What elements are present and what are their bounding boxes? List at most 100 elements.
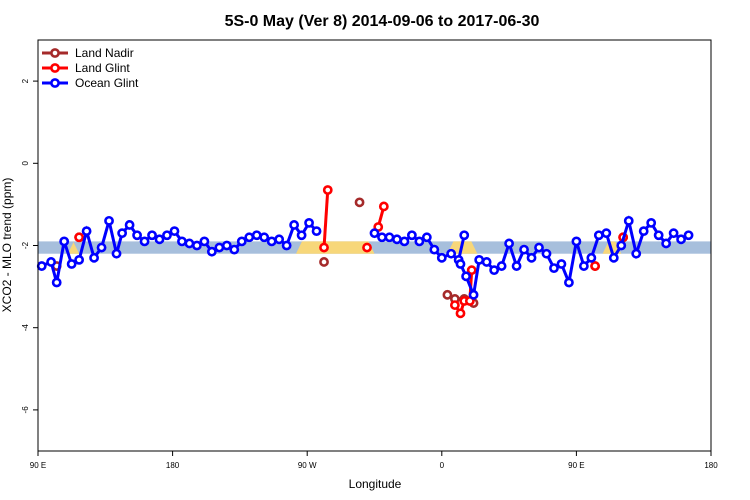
- ocean-glint-point: [289, 220, 300, 230]
- ocean-glint-point: [59, 236, 70, 247]
- land-glint-line: [322, 189, 330, 248]
- ocean-glint-point: [461, 271, 472, 282]
- ocean-glint-point: [229, 244, 240, 255]
- ocean-glint-point: [311, 226, 322, 237]
- ocean-glint-point: [206, 246, 217, 257]
- ocean-glint-point: [661, 238, 672, 249]
- ocean-glint-point: [556, 259, 567, 269]
- ocean-glint-point: [593, 230, 604, 241]
- legend-label: Land Glint: [75, 61, 130, 75]
- ocean-glint-point: [421, 232, 432, 243]
- ocean-glint-point: [436, 252, 447, 263]
- land-nadir-point: [354, 197, 365, 208]
- x-axis: 90 E 180 90 W 0 90 E 180: [30, 451, 718, 470]
- chart-title: 5S-0 May (Ver 8) 2014-09-06 to 2017-06-3…: [225, 13, 540, 30]
- series-ocean-glint: [36, 214, 694, 301]
- ocean-glint-point: [96, 242, 107, 253]
- legend-marker: [50, 63, 60, 73]
- x-tick-label: 180: [166, 461, 180, 470]
- x-tick-label: 90 E: [568, 461, 584, 470]
- legend-label: Ocean Glint: [75, 76, 139, 90]
- ocean-glint-point: [414, 236, 425, 247]
- ocean-glint-point: [496, 261, 507, 271]
- ocean-glint-point: [117, 228, 128, 239]
- ocean-glint-point: [184, 238, 195, 249]
- y-tick-label: 0: [21, 161, 30, 166]
- ocean-glint-point: [474, 254, 485, 265]
- land-nadir-point: [442, 289, 453, 300]
- ocean-glint-point: [608, 252, 619, 263]
- ocean-glint-point: [281, 240, 292, 251]
- ocean-glint-point: [266, 236, 277, 247]
- ocean-glint-point: [459, 230, 470, 241]
- ocean-glint-point: [192, 240, 202, 251]
- ocean-glint-point: [274, 234, 285, 245]
- series-layer: [36, 185, 694, 319]
- ocean-glint-point: [199, 236, 210, 247]
- ocean-glint-point: [646, 217, 657, 228]
- ocean-glint-point: [676, 234, 686, 245]
- land-glint-point: [455, 308, 466, 319]
- ocean-glint-point: [446, 248, 457, 259]
- ocean-glint-point: [638, 226, 649, 237]
- legend-marker: [50, 78, 60, 88]
- ocean-glint-point: [51, 277, 62, 288]
- ocean-glint-point: [36, 261, 47, 271]
- ocean-glint-point: [46, 257, 56, 267]
- ocean-glint-point: [154, 234, 165, 245]
- ocean-glint-point: [66, 259, 77, 269]
- ocean-glint-point: [519, 244, 529, 255]
- y-tick-label: -4: [21, 324, 30, 332]
- ocean-glint-point: [244, 232, 255, 243]
- ocean-glint-point: [162, 230, 172, 241]
- ocean-glint-point: [511, 261, 522, 271]
- ocean-glint-point: [169, 226, 180, 237]
- ocean-glint-point: [369, 228, 380, 239]
- ocean-glint-point: [147, 230, 157, 241]
- y-tick-label: 2: [21, 78, 30, 83]
- land-glint-point: [466, 265, 477, 276]
- ocean-glint-point: [139, 236, 150, 247]
- ocean-glint-point: [534, 242, 544, 253]
- ocean-glint-point: [571, 236, 582, 247]
- ocean-glint-line: [459, 214, 690, 301]
- land-glint-point: [322, 185, 333, 195]
- legend-marker: [50, 48, 60, 58]
- legend-entry-land-nadir: Land Nadir: [42, 46, 134, 60]
- land-nadir-point: [319, 257, 329, 267]
- band-segment-yellow: [295, 241, 375, 254]
- ocean-glint-point: [586, 252, 597, 263]
- y-axis: 2 0 -2 -4 -6: [21, 78, 38, 413]
- ocean-glint-point: [564, 277, 574, 288]
- ocean-glint-point: [468, 289, 479, 300]
- y-tick-label: -6: [21, 406, 30, 414]
- x-axis-label: Longitude: [349, 477, 402, 491]
- ocean-glint-point: [526, 252, 537, 263]
- ocean-glint-point: [251, 230, 262, 241]
- ocean-glint-point: [399, 236, 410, 247]
- ocean-glint-point: [259, 232, 270, 243]
- land-glint-point: [362, 242, 372, 253]
- y-tick-label: -2: [21, 241, 30, 249]
- legend-entry-land-glint: Land Glint: [42, 61, 130, 75]
- ocean-glint-point: [601, 228, 612, 239]
- ocean-glint-point: [236, 236, 247, 247]
- ocean-glint-point: [104, 215, 114, 226]
- ocean-glint-point: [177, 236, 187, 247]
- ocean-glint-point: [221, 240, 232, 251]
- ocean-glint-point: [89, 252, 99, 263]
- ocean-glint-point: [489, 265, 500, 276]
- ocean-glint-point: [683, 230, 694, 241]
- land-glint-point: [449, 300, 460, 310]
- x-tick-label: 180: [704, 461, 718, 470]
- land-glint-point: [590, 261, 600, 271]
- ocean-glint-point: [132, 230, 142, 241]
- land-glint-point: [319, 242, 329, 253]
- ocean-glint-point: [377, 232, 387, 243]
- ocean-glint-point: [304, 217, 314, 228]
- ocean-glint-point: [74, 254, 85, 265]
- ocean-glint-point: [653, 230, 664, 241]
- ocean-glint-point: [384, 232, 395, 243]
- land-glint-point: [378, 201, 389, 212]
